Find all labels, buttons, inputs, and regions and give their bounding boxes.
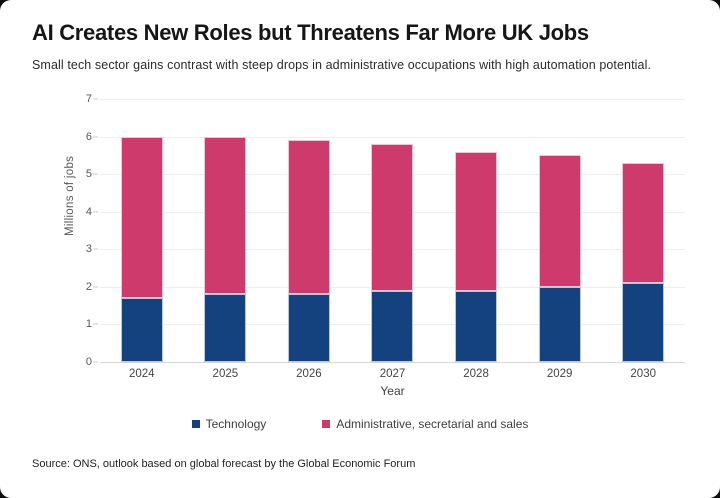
source-note: Source: ONS, outlook based on global for… [32, 458, 416, 470]
y-tick-mark-7 [93, 98, 98, 100]
bar-group-2028 [434, 99, 518, 362]
y-tick-label-5: 5 [85, 168, 92, 181]
bar-group-2024 [100, 99, 184, 362]
y-tick-label-7: 7 [85, 93, 92, 105]
y-tick-mark-4 [93, 211, 98, 213]
y-tick-label-6: 6 [85, 130, 92, 143]
bar-stack-2029 [538, 155, 581, 362]
y-axis-tick-labels: 0 1 2 3 4 5 6 7 [0, 93, 92, 368]
legend-item-technology: Technology [191, 417, 267, 431]
y-tick-label-3: 3 [85, 243, 92, 256]
y-tick-label-2: 2 [85, 280, 92, 293]
y-tick-mark-1 [93, 323, 98, 325]
x-axis-title: Year [380, 384, 405, 398]
bar-group-2026 [267, 99, 351, 362]
y-tick-label-0: 0 [85, 356, 92, 368]
x-tick-label-2028: 2028 [463, 368, 489, 380]
bar-segment-2025-technology [204, 294, 247, 362]
bar-segment-2024-administrative [120, 136, 163, 299]
bar-group-2025 [184, 99, 268, 362]
bar-stack-2024 [120, 136, 163, 362]
legend-label: Technology [205, 417, 267, 431]
bar-segment-2029-administrative [538, 155, 581, 287]
legend-swatch-icon [322, 420, 331, 428]
y-tick-mark-5 [93, 173, 98, 175]
gridline-y0 [100, 362, 685, 363]
bar-stack-2027 [371, 144, 414, 362]
x-tick-label-2029: 2029 [546, 368, 573, 380]
y-tick-mark-2 [93, 286, 98, 288]
bar-group-2029 [518, 99, 602, 362]
bar-segment-2027-technology [371, 290, 414, 362]
bar-segment-2030-technology [622, 283, 665, 362]
x-tick-label-2025: 2025 [212, 368, 239, 380]
x-tick-label-2024: 2024 [128, 368, 155, 380]
bar-segment-2028-administrative [455, 151, 498, 291]
legend-swatch-icon [191, 420, 200, 428]
bar-segment-2026-administrative [287, 140, 330, 295]
bar-stack-2026 [287, 140, 330, 362]
y-tick-label-4: 4 [85, 205, 92, 218]
gridline-y7 [100, 99, 685, 100]
chart-title: AI Creates New Roles but Threatens Far M… [32, 20, 589, 45]
bar-group-2027 [351, 99, 435, 362]
bar-segment-2027-administrative [371, 144, 414, 291]
chart-subtitle: Small tech sector gains contrast with st… [32, 58, 652, 72]
bar-stack-2030 [622, 162, 665, 362]
gridline-y6 [100, 136, 685, 138]
bar-segment-2026-technology [287, 294, 330, 362]
bar-stack-2028 [455, 151, 498, 362]
y-tick-mark-3 [93, 248, 98, 250]
y-tick-mark-0 [93, 361, 98, 363]
bar-segment-2029-technology [538, 286, 581, 362]
y-tick-mark-6 [93, 136, 98, 138]
bar-series [100, 99, 685, 362]
legend-item-administrative: Administrative, secretarial and sales [322, 417, 528, 431]
x-tick-label-2030: 2030 [630, 368, 656, 380]
legend-label: Administrative, secretarial and sales [336, 417, 529, 431]
x-tick-label-2027: 2027 [379, 368, 406, 380]
bar-segment-2025-administrative [204, 136, 247, 295]
bar-segment-2030-administrative [622, 162, 665, 284]
y-axis-tick-marks [93, 98, 99, 363]
x-tick-label-2026: 2026 [296, 368, 322, 380]
bar-group-2030 [601, 99, 685, 362]
bar-segment-2024-technology [120, 298, 163, 362]
plot-area [100, 99, 685, 363]
bar-stack-2025 [204, 136, 247, 362]
legend: Technology Administrative, secretarial an… [0, 417, 720, 431]
bar-segment-2028-technology [455, 290, 498, 362]
x-axis-tick-labels: 2024 2025 2026 2027 2028 2029 2030 [100, 368, 685, 384]
y-tick-label-1: 1 [85, 318, 92, 331]
